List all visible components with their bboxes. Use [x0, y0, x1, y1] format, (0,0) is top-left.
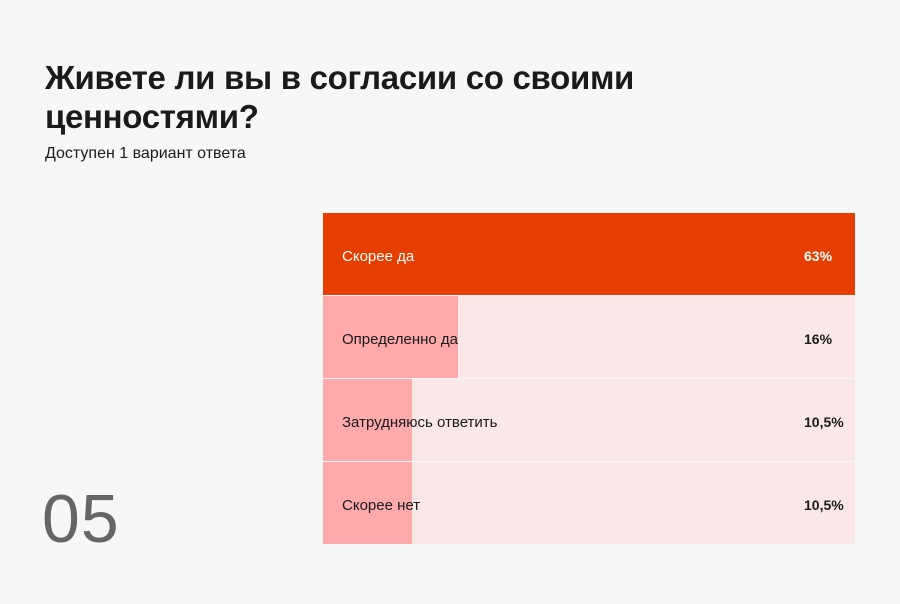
bar — [323, 213, 855, 295]
bar-label: Скорее да — [342, 248, 415, 265]
bar — [323, 462, 412, 544]
bar-value: 63% — [804, 248, 833, 264]
bar-row: Затрудняюсь ответить 10,5% — [323, 379, 855, 461]
bar-row: Определенно да 16% — [323, 296, 855, 378]
question-number: 05 — [42, 481, 120, 557]
bar-label: Определенно да — [342, 331, 459, 348]
bar-row: Скорее нет 10,5% — [323, 462, 855, 544]
question-title: Живете ли вы в согласии со своими ценнос… — [45, 59, 635, 135]
results-chart: Скорее да 63% Определенно да 16% Затрудняюсь… — [323, 213, 855, 545]
bar-row: Скорее да 63% — [323, 213, 855, 295]
bar-value: 10,5% — [804, 497, 844, 513]
bar-value: 10,5% — [804, 414, 844, 430]
bar-value: 16% — [804, 331, 833, 347]
question-subtitle: Доступен 1 вариант ответа — [45, 145, 246, 162]
bar — [323, 379, 412, 461]
bar — [323, 296, 459, 378]
bar-label: Затрудняюсь ответить — [342, 414, 498, 431]
bar-label: Скорее нет — [342, 497, 421, 514]
